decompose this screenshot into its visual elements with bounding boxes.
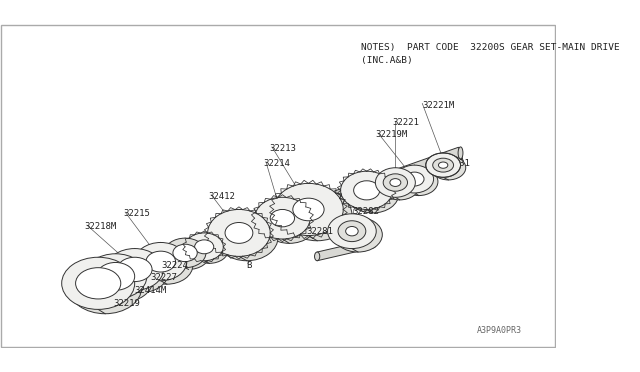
- Ellipse shape: [338, 221, 366, 241]
- Ellipse shape: [346, 227, 358, 236]
- Ellipse shape: [225, 222, 253, 243]
- Ellipse shape: [333, 217, 382, 252]
- Ellipse shape: [383, 174, 408, 191]
- Ellipse shape: [168, 240, 209, 269]
- Text: 32282: 32282: [352, 207, 379, 216]
- Ellipse shape: [146, 251, 175, 272]
- Text: 32221: 32221: [393, 118, 420, 127]
- Ellipse shape: [376, 168, 415, 197]
- Ellipse shape: [89, 277, 93, 289]
- Ellipse shape: [380, 170, 420, 200]
- Ellipse shape: [106, 248, 163, 290]
- Text: 32224: 32224: [162, 261, 189, 270]
- Ellipse shape: [347, 175, 399, 213]
- Ellipse shape: [76, 268, 121, 299]
- Text: (INC.A&B): (INC.A&B): [360, 56, 412, 65]
- Text: 32215: 32215: [124, 209, 150, 218]
- Ellipse shape: [111, 251, 168, 293]
- Ellipse shape: [314, 252, 320, 261]
- Ellipse shape: [255, 197, 310, 239]
- Ellipse shape: [97, 263, 134, 290]
- Polygon shape: [338, 180, 397, 208]
- Text: 32220: 32220: [393, 176, 420, 186]
- Ellipse shape: [405, 172, 424, 186]
- Text: 32221M: 32221M: [422, 101, 454, 110]
- Ellipse shape: [371, 239, 376, 248]
- Ellipse shape: [328, 214, 376, 248]
- Text: B: B: [246, 261, 252, 270]
- Ellipse shape: [68, 262, 141, 314]
- Ellipse shape: [262, 202, 317, 243]
- Text: 32281: 32281: [307, 227, 333, 236]
- Text: 32213: 32213: [269, 144, 296, 153]
- Text: 32219: 32219: [113, 299, 140, 308]
- Ellipse shape: [190, 235, 228, 263]
- Text: 32219M: 32219M: [376, 131, 408, 140]
- Ellipse shape: [195, 240, 214, 254]
- Polygon shape: [317, 239, 374, 261]
- Ellipse shape: [207, 209, 270, 256]
- Ellipse shape: [270, 209, 294, 227]
- Ellipse shape: [84, 254, 147, 299]
- Ellipse shape: [390, 179, 401, 186]
- Ellipse shape: [433, 158, 454, 172]
- Text: 32214: 32214: [263, 159, 290, 168]
- Text: 32414M: 32414M: [134, 286, 167, 295]
- Text: 32412: 32412: [209, 192, 236, 201]
- Ellipse shape: [274, 183, 343, 235]
- Ellipse shape: [164, 238, 206, 268]
- Ellipse shape: [282, 189, 352, 241]
- Ellipse shape: [185, 233, 223, 261]
- Ellipse shape: [61, 257, 134, 310]
- Ellipse shape: [216, 214, 278, 261]
- Ellipse shape: [90, 257, 153, 302]
- Text: 32227: 32227: [150, 273, 177, 282]
- Ellipse shape: [354, 181, 380, 200]
- Ellipse shape: [431, 155, 466, 180]
- Text: 32231: 32231: [443, 159, 470, 168]
- Ellipse shape: [293, 198, 324, 221]
- Text: NOTES)  PART CODE  32200S GEAR SET-MAIN DRIVE: NOTES) PART CODE 32200S GEAR SET-MAIN DR…: [360, 44, 620, 52]
- Ellipse shape: [438, 162, 448, 168]
- Ellipse shape: [426, 153, 461, 177]
- Ellipse shape: [117, 257, 152, 282]
- Ellipse shape: [400, 168, 438, 196]
- Ellipse shape: [340, 171, 393, 209]
- Ellipse shape: [173, 244, 197, 262]
- Text: 32218M: 32218M: [84, 222, 116, 231]
- Ellipse shape: [134, 243, 187, 281]
- Ellipse shape: [141, 246, 193, 284]
- Text: A3P9A0PR3: A3P9A0PR3: [476, 327, 522, 336]
- Polygon shape: [89, 147, 463, 289]
- Ellipse shape: [396, 165, 433, 193]
- Ellipse shape: [458, 147, 463, 159]
